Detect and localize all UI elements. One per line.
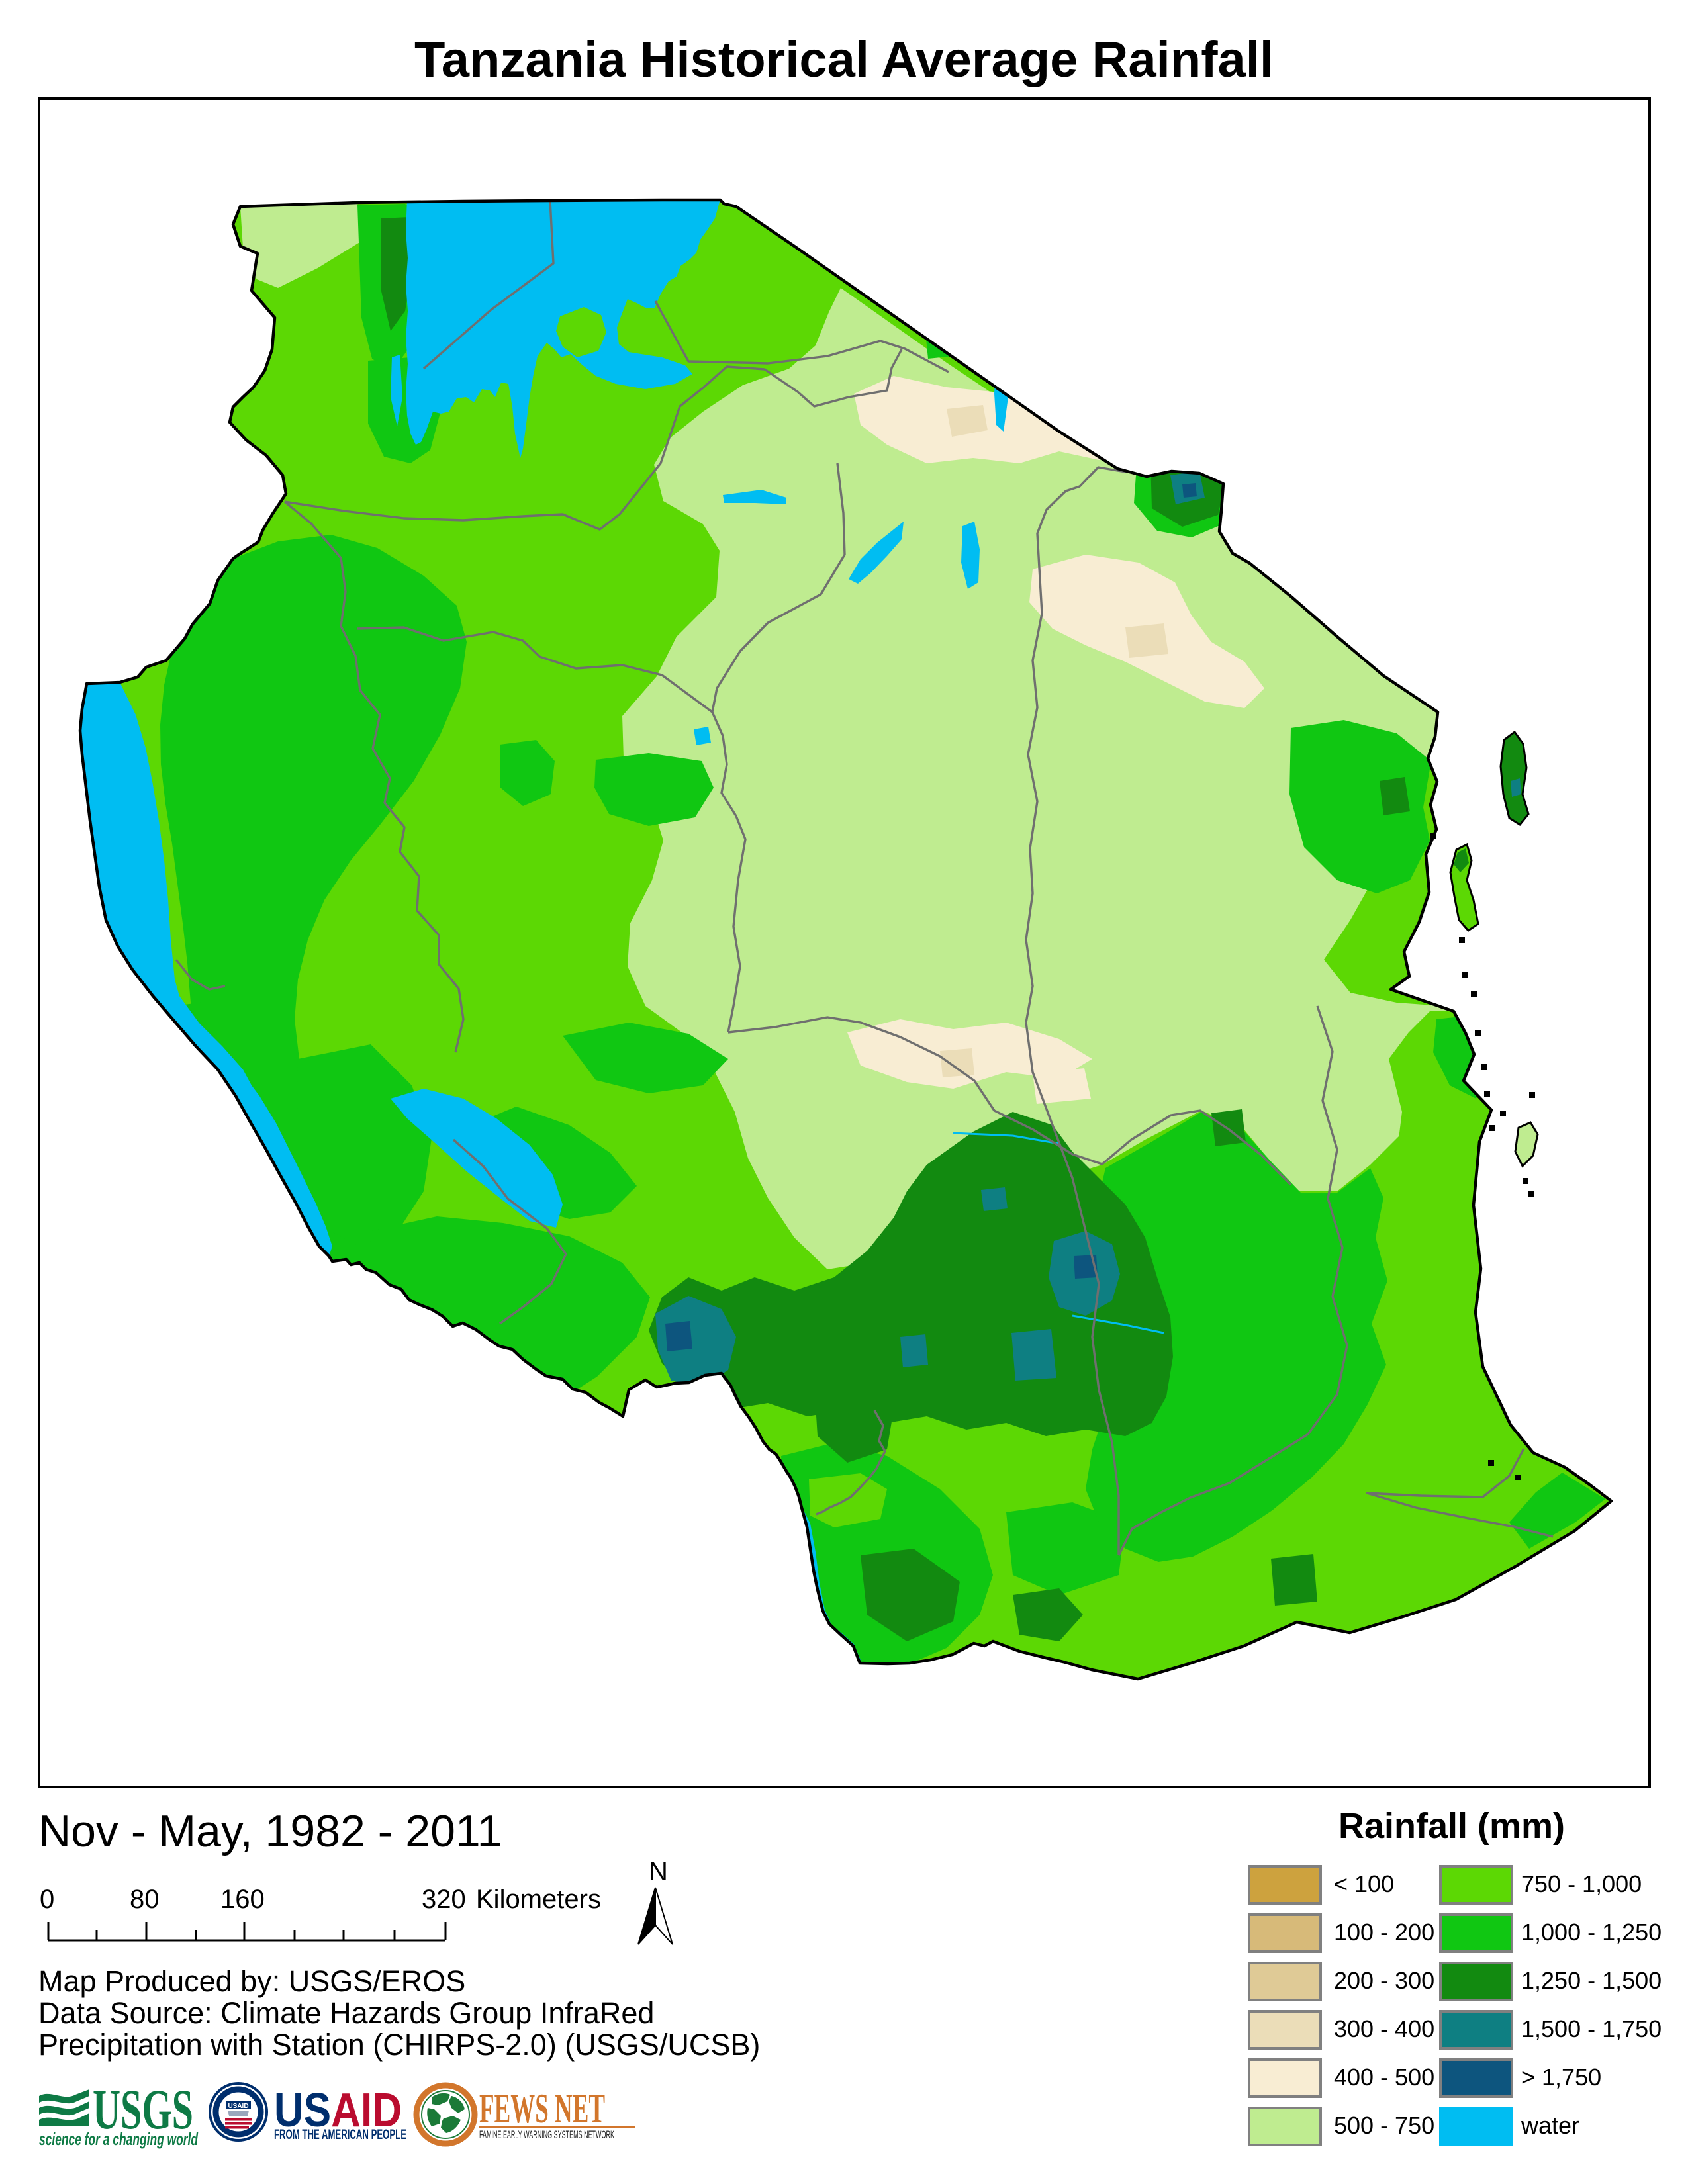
svg-text:FAMINE EARLY WARNING SYSTEMS N: FAMINE EARLY WARNING SYSTEMS NETWORK: [479, 2129, 614, 2141]
svg-text:USGS: USGS: [93, 2081, 193, 2141]
svg-text:USAID: USAID: [228, 2103, 248, 2110]
svg-text:FROM THE AMERICAN PEOPLE: FROM THE AMERICAN PEOPLE: [274, 2127, 406, 2142]
svg-text:USAID: USAID: [274, 2084, 402, 2137]
svg-text:FEWS NET: FEWS NET: [479, 2085, 605, 2132]
svg-text:science for a changing world: science for a changing world: [39, 2129, 199, 2149]
